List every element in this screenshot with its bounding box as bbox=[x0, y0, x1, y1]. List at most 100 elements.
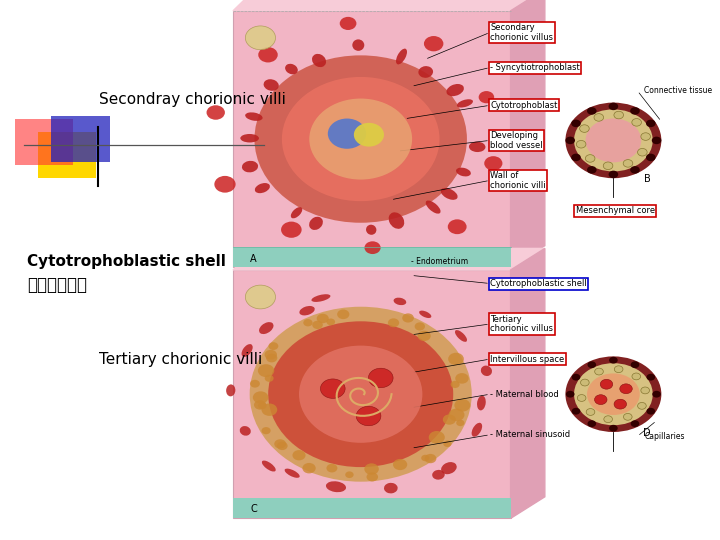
Text: Secondary
chorionic villus: Secondary chorionic villus bbox=[490, 23, 553, 42]
Circle shape bbox=[258, 47, 278, 63]
Circle shape bbox=[253, 392, 269, 403]
Circle shape bbox=[572, 374, 580, 381]
Ellipse shape bbox=[457, 99, 473, 107]
Circle shape bbox=[587, 107, 597, 114]
Circle shape bbox=[566, 391, 575, 397]
Circle shape bbox=[580, 379, 589, 386]
Circle shape bbox=[609, 357, 618, 363]
Circle shape bbox=[215, 176, 235, 193]
Text: C: C bbox=[250, 504, 257, 514]
Circle shape bbox=[595, 368, 603, 375]
Ellipse shape bbox=[240, 134, 259, 143]
Circle shape bbox=[448, 353, 464, 365]
Text: Cytotrophoblastic shell: Cytotrophoblastic shell bbox=[27, 254, 226, 269]
Circle shape bbox=[614, 111, 624, 119]
Circle shape bbox=[647, 408, 655, 415]
Circle shape bbox=[326, 464, 338, 472]
Circle shape bbox=[448, 219, 467, 234]
Text: Cytotrophoblastic shell: Cytotrophoblastic shell bbox=[490, 279, 587, 288]
Ellipse shape bbox=[262, 461, 276, 471]
Circle shape bbox=[576, 140, 586, 148]
Circle shape bbox=[369, 368, 393, 388]
Circle shape bbox=[402, 313, 414, 322]
Circle shape bbox=[565, 137, 575, 144]
Circle shape bbox=[320, 379, 345, 399]
Circle shape bbox=[604, 416, 613, 423]
Circle shape bbox=[258, 402, 266, 409]
Circle shape bbox=[609, 425, 618, 431]
Ellipse shape bbox=[352, 39, 364, 51]
Ellipse shape bbox=[312, 54, 326, 67]
Circle shape bbox=[443, 414, 456, 425]
Circle shape bbox=[388, 319, 399, 327]
Circle shape bbox=[637, 148, 647, 156]
Circle shape bbox=[261, 427, 271, 434]
Circle shape bbox=[250, 307, 472, 482]
Circle shape bbox=[614, 366, 623, 373]
Text: - Maternal blood: - Maternal blood bbox=[490, 390, 559, 399]
Circle shape bbox=[586, 409, 595, 415]
Circle shape bbox=[292, 450, 305, 461]
Ellipse shape bbox=[418, 66, 433, 78]
Circle shape bbox=[444, 441, 451, 447]
Circle shape bbox=[588, 361, 596, 368]
Bar bbox=[233, 498, 510, 518]
Circle shape bbox=[572, 408, 580, 415]
Circle shape bbox=[574, 110, 653, 171]
Ellipse shape bbox=[240, 426, 251, 436]
Ellipse shape bbox=[246, 112, 263, 121]
Circle shape bbox=[454, 399, 470, 411]
Text: - Endometrium: - Endometrium bbox=[411, 256, 468, 266]
Ellipse shape bbox=[255, 183, 270, 193]
Ellipse shape bbox=[441, 188, 458, 200]
Circle shape bbox=[302, 463, 315, 474]
Circle shape bbox=[282, 77, 439, 201]
Ellipse shape bbox=[300, 306, 315, 315]
Circle shape bbox=[425, 454, 436, 463]
Circle shape bbox=[303, 319, 312, 326]
Circle shape bbox=[588, 420, 596, 427]
Text: Cytotrophoblast: Cytotrophoblast bbox=[490, 101, 557, 110]
Circle shape bbox=[451, 381, 460, 388]
Ellipse shape bbox=[312, 294, 330, 302]
Circle shape bbox=[312, 321, 323, 329]
Ellipse shape bbox=[309, 217, 323, 230]
Text: Capillaries: Capillaries bbox=[644, 432, 685, 441]
Circle shape bbox=[630, 166, 640, 174]
Circle shape bbox=[652, 137, 662, 144]
Circle shape bbox=[641, 387, 649, 394]
Circle shape bbox=[364, 463, 379, 475]
Circle shape bbox=[364, 241, 381, 254]
Text: Secondray chorionic villi: Secondray chorionic villi bbox=[99, 92, 287, 107]
Circle shape bbox=[571, 153, 581, 161]
Circle shape bbox=[632, 119, 642, 126]
Circle shape bbox=[600, 379, 613, 389]
Ellipse shape bbox=[477, 396, 486, 410]
Ellipse shape bbox=[284, 469, 300, 478]
Circle shape bbox=[418, 330, 431, 341]
Circle shape bbox=[624, 160, 633, 167]
Circle shape bbox=[421, 455, 429, 461]
Circle shape bbox=[326, 319, 335, 325]
Circle shape bbox=[393, 459, 408, 470]
Circle shape bbox=[340, 17, 356, 30]
Ellipse shape bbox=[441, 462, 456, 474]
Ellipse shape bbox=[384, 483, 397, 494]
Ellipse shape bbox=[264, 79, 279, 91]
Circle shape bbox=[594, 113, 603, 121]
Circle shape bbox=[603, 162, 613, 170]
Circle shape bbox=[265, 375, 274, 382]
Text: Developing
blood vessel: Developing blood vessel bbox=[490, 131, 543, 150]
Circle shape bbox=[620, 384, 632, 394]
Circle shape bbox=[246, 26, 276, 50]
Circle shape bbox=[608, 171, 618, 178]
Circle shape bbox=[299, 346, 423, 443]
Text: Mesenchymal core: Mesenchymal core bbox=[576, 206, 654, 215]
Circle shape bbox=[631, 420, 639, 427]
Circle shape bbox=[631, 361, 639, 368]
Circle shape bbox=[632, 373, 641, 380]
Ellipse shape bbox=[291, 207, 302, 218]
Ellipse shape bbox=[455, 330, 467, 342]
Circle shape bbox=[630, 107, 640, 114]
Circle shape bbox=[479, 91, 494, 103]
